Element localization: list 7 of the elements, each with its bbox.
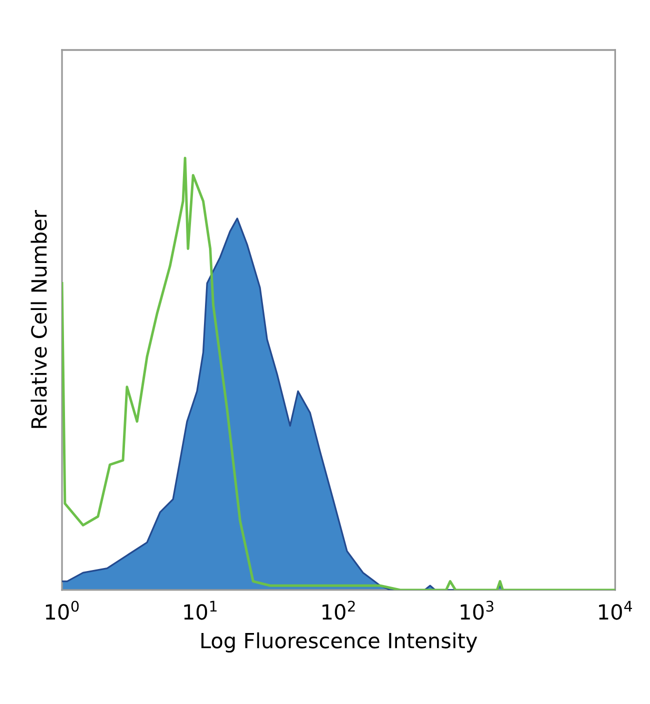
x-tick-label: 10$^{0}$: [46, 600, 79, 620]
x-tick-label: 10$^{1}$: [184, 600, 217, 620]
x-axis-title: Log Fluorescence Intensity: [201, 632, 478, 652]
x-tick-label: 10$^{3}$: [460, 600, 494, 620]
x-tick-label: 10$^{2}$: [322, 600, 355, 620]
x-tick-label: 10$^{4}$: [599, 600, 632, 620]
y-axis-title: Relative Cell Number: [30, 210, 47, 428]
